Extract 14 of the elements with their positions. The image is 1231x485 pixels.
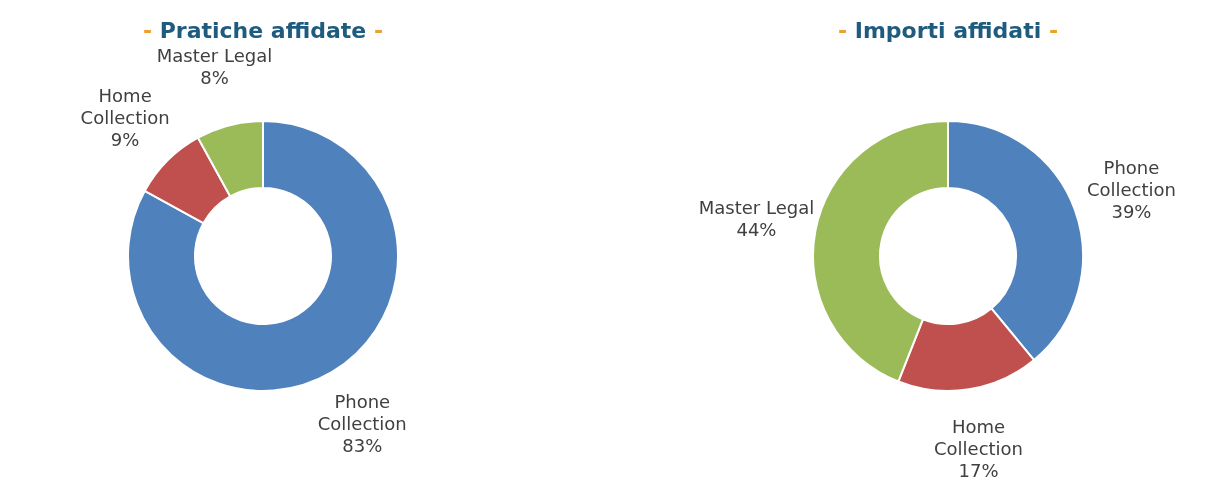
slice-label: Master Legal — [698, 197, 815, 219]
data-label: 9% — [110, 129, 140, 151]
data-label: 83% — [342, 434, 383, 456]
chart-title: - Importi affidati - — [837, 18, 1059, 43]
slice-label: Home Collection — [80, 85, 170, 129]
slice-label: Phone Collection — [317, 390, 407, 434]
slice-label: Home Collection — [933, 415, 1024, 459]
chart-title: - Pratiche affidate - — [142, 18, 384, 43]
data-label: 8% — [200, 67, 229, 89]
slice-label: Master Legal — [156, 45, 273, 67]
data-label: 39% — [1111, 200, 1152, 222]
data-label: 44% — [736, 219, 777, 241]
data-label: 17% — [958, 459, 999, 481]
slice-label: Phone Collection — [1086, 156, 1176, 200]
